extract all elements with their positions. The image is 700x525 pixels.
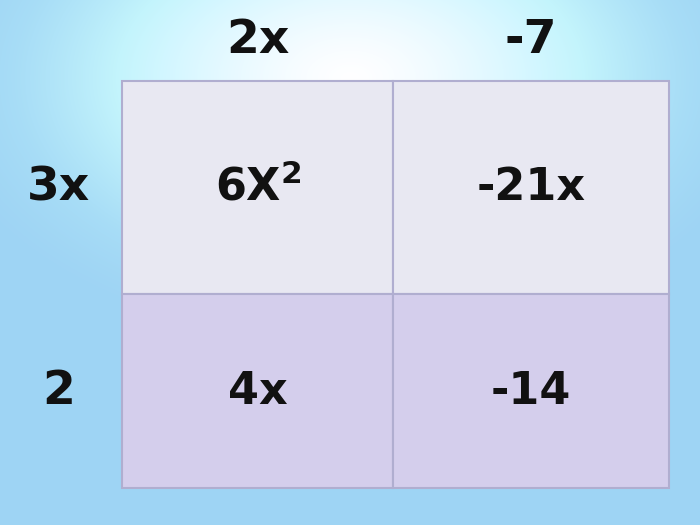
Text: -21x: -21x (477, 166, 585, 209)
Bar (122, 294, 393, 488)
Text: 2: 2 (43, 369, 75, 414)
Text: -14: -14 (491, 370, 571, 413)
Bar (122, 81, 393, 294)
Text: -7: -7 (505, 18, 557, 63)
Text: 3x: 3x (27, 165, 90, 210)
Bar (393, 81, 668, 294)
Text: 2x: 2x (226, 18, 290, 63)
Text: 6X$\mathbf{^2}$: 6X$\mathbf{^2}$ (215, 165, 301, 210)
Text: 4x: 4x (228, 370, 288, 413)
Bar (393, 294, 668, 488)
